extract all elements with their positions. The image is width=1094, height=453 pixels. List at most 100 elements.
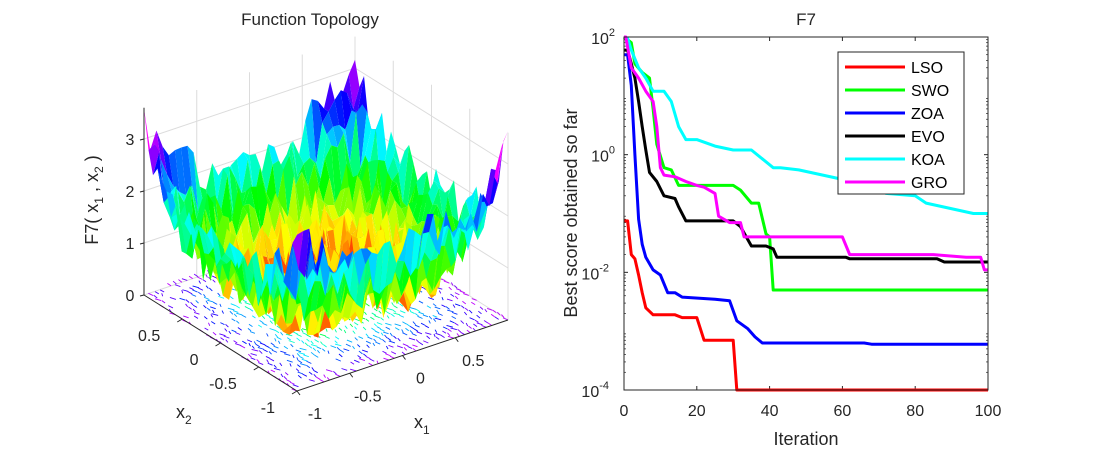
contour-line <box>231 329 237 333</box>
contour-line <box>264 344 270 348</box>
contour-line <box>296 353 300 357</box>
x2-tick-label: 0.5 <box>138 328 160 345</box>
surface-patch <box>222 166 234 220</box>
contour-line <box>326 377 330 381</box>
surface-patch <box>237 152 248 194</box>
surface-patch <box>198 225 209 255</box>
surface-patch <box>225 242 236 268</box>
contour-line <box>257 347 264 350</box>
contour-line <box>442 330 447 334</box>
surface-patch <box>333 272 344 311</box>
surface-patch <box>429 277 441 295</box>
contour-line <box>218 295 225 299</box>
contour-line <box>445 306 450 310</box>
contour-line <box>234 343 242 346</box>
contour-line <box>325 369 333 372</box>
surface-patch <box>390 272 402 305</box>
contour-line <box>366 344 370 349</box>
surface-patch <box>234 246 245 269</box>
contour-line <box>289 363 292 367</box>
series-line-evo <box>624 48 988 264</box>
contour-line <box>373 308 378 312</box>
surface-patch <box>357 228 369 260</box>
surface-patch <box>452 206 463 236</box>
contour-line <box>362 349 369 353</box>
surface-patch <box>272 160 284 202</box>
contour-line <box>298 352 306 355</box>
surface-patch <box>387 156 399 181</box>
contour-line <box>319 379 325 383</box>
contour-line <box>334 329 337 333</box>
surface-patch <box>264 231 275 259</box>
contour-line <box>433 318 437 322</box>
contour-line <box>425 332 432 335</box>
contour-line <box>313 369 318 374</box>
contour-line <box>468 309 473 314</box>
surface-patch <box>327 205 339 222</box>
surface-patch <box>228 250 240 304</box>
surface-patch <box>430 228 442 262</box>
contour-line <box>358 350 363 355</box>
surface-patch <box>196 193 208 230</box>
surface-patch <box>288 214 300 250</box>
surface-patch <box>404 275 416 305</box>
contour-line <box>464 307 469 312</box>
contour-line <box>450 293 455 297</box>
contour-line <box>414 324 420 328</box>
surface-patch <box>274 224 286 266</box>
surface-patch <box>395 248 406 296</box>
contour-line <box>365 333 369 338</box>
contour-line <box>297 374 302 379</box>
contour-line <box>371 312 377 316</box>
x2-tick-mark <box>253 366 260 371</box>
surface-patch <box>268 144 279 165</box>
surface-patch <box>410 231 422 276</box>
contour-line <box>212 309 215 314</box>
x-tick-label: 0 <box>620 403 629 420</box>
contour-line <box>154 298 162 301</box>
contour-line <box>446 324 454 328</box>
legend-label-evo: EVO <box>911 129 945 146</box>
surface-patch <box>264 190 276 216</box>
contour-line <box>346 339 353 343</box>
surface-patch <box>326 274 338 294</box>
surface-patch <box>340 90 352 130</box>
contour-line <box>456 288 462 291</box>
contour-line <box>409 325 415 330</box>
legend-label-zoa: ZOA <box>911 106 944 123</box>
contour-line <box>373 323 378 327</box>
surface-patch <box>308 163 319 209</box>
contour-line <box>207 299 214 303</box>
surface-patch <box>384 131 396 179</box>
contour-line <box>290 343 294 348</box>
surface-patch <box>262 280 274 302</box>
contour-line <box>442 326 448 330</box>
surface-patch <box>285 282 297 324</box>
contour-line <box>409 330 413 334</box>
z-tick-label: 2 <box>126 184 135 201</box>
contour-line <box>299 347 307 351</box>
contour-line <box>273 345 279 349</box>
contour-line <box>378 310 382 314</box>
contour-line <box>253 341 257 345</box>
contour-line <box>306 338 310 342</box>
contour-line <box>195 300 199 304</box>
contour-line <box>217 292 221 297</box>
contour-line <box>471 298 477 301</box>
surface-patch <box>291 141 302 186</box>
contour-line <box>378 336 382 341</box>
legend: LSO SWO ZOA EVO KOA GRO <box>837 51 965 195</box>
surface-patch <box>314 158 326 187</box>
surface-patch <box>283 309 294 335</box>
surface-patch <box>353 75 364 112</box>
contour-line <box>434 329 438 333</box>
surface-patch <box>341 278 352 314</box>
contour-line <box>472 327 476 332</box>
contour-line <box>203 293 206 298</box>
contour-line <box>225 323 229 328</box>
surface-patch <box>418 231 430 270</box>
contour-line <box>350 361 355 365</box>
contour-line <box>268 347 274 351</box>
contour-line <box>408 337 416 341</box>
contour-line <box>310 340 314 345</box>
